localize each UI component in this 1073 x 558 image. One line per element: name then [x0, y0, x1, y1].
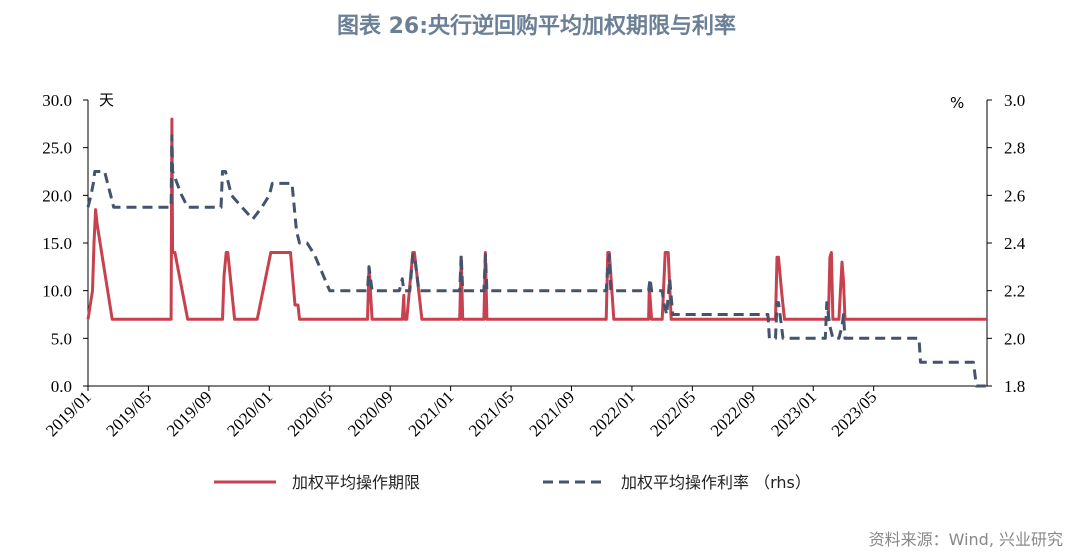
x-axis-tick-label: 2021/01 [405, 387, 458, 440]
left-axis-unit: 天 [99, 91, 114, 109]
x-axis-tick-label: 2020/05 [284, 387, 337, 440]
x-axis-tick-label: 2021/09 [525, 387, 578, 440]
left-axis-tick-label: 5.0 [51, 329, 72, 348]
x-axis-tick-label: 2022/05 [646, 387, 699, 440]
x-axis-tick-label: 2020/09 [344, 387, 397, 440]
right-axis-tick-label: 1.8 [1004, 377, 1025, 396]
right-axis-unit: % [950, 94, 964, 112]
x-axis-tick-label: 2021/05 [465, 387, 518, 440]
x-axis-tick-label: 2019/09 [163, 387, 216, 440]
series-line-tenor [86, 117, 987, 321]
left-axis-tick-label: 20.0 [42, 186, 72, 205]
left-axis-tick-label: 30.0 [42, 91, 72, 110]
right-axis-tick-label: 2.8 [1004, 139, 1025, 158]
legend-label: 加权平均操作利率 （rhs） [621, 473, 811, 492]
left-axis-tick-label: 15.0 [42, 234, 72, 253]
right-axis-tick-label: 2.2 [1004, 282, 1025, 301]
x-axis-tick-label: 2019/05 [102, 387, 155, 440]
left-axis-tick-label: 25.0 [42, 139, 72, 158]
x-axis-tick-label: 2023/01 [767, 387, 820, 440]
right-axis-tick-label: 2.4 [1004, 234, 1026, 253]
source-note: 资料来源：Wind, 兴业研究 [868, 530, 1063, 549]
x-axis-tick-label: 2022/09 [707, 387, 760, 440]
x-axis-tick-label: 2022/01 [586, 387, 639, 440]
left-axis-tick-label: 10.0 [42, 282, 72, 301]
right-axis-tick-label: 3.0 [1004, 91, 1025, 110]
left-axis-tick-label: 0.0 [51, 377, 72, 396]
right-axis-tick-label: 2.6 [1004, 186, 1025, 205]
right-axis-tick-label: 2.0 [1004, 329, 1025, 348]
x-axis-tick-label: 2020/01 [223, 387, 276, 440]
series-line-rate [86, 134, 987, 388]
chart-title: 图表 26:央行逆回购平均加权期限与利率 [336, 14, 737, 39]
x-axis-tick-label: 2023/05 [828, 387, 881, 440]
legend-label: 加权平均操作期限 [292, 473, 420, 492]
